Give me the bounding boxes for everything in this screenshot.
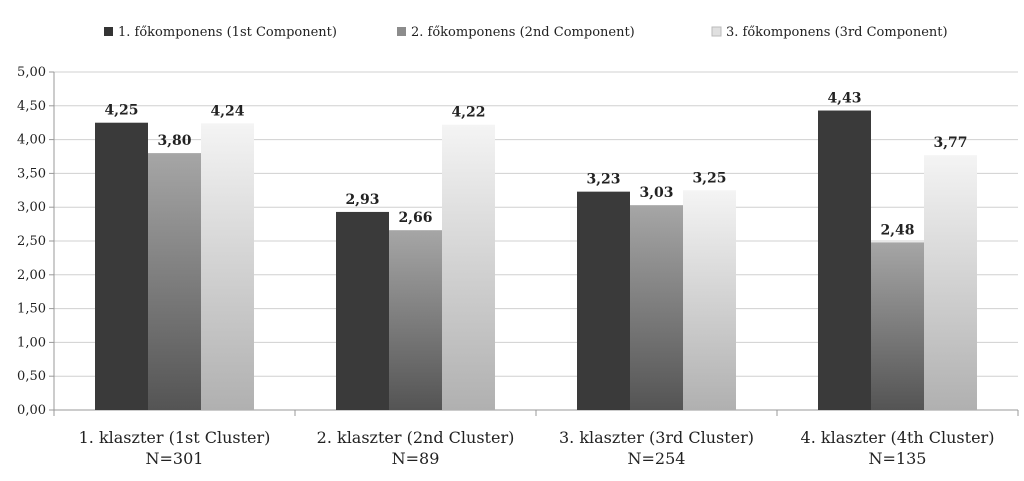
- y-tick-label: 3,50: [17, 166, 46, 181]
- bar: [442, 124, 495, 410]
- legend-entry: 3. főkomponens (3rd Component): [726, 25, 948, 40]
- bar: [389, 230, 442, 410]
- data-label: 4,25: [104, 103, 138, 119]
- x-tick-label: 2. klaszter (2nd Cluster): [317, 428, 515, 447]
- legend-swatch: [397, 27, 406, 36]
- data-label: 3,25: [692, 170, 726, 186]
- x-tick-label: 1. klaszter (1st Cluster): [79, 428, 271, 447]
- x-tick-label: N=89: [392, 449, 440, 468]
- data-label: 2,93: [345, 192, 379, 208]
- bar: [336, 211, 389, 410]
- y-tick-label: 1,50: [17, 302, 46, 317]
- bar: [683, 190, 736, 410]
- data-label: 3,80: [157, 133, 191, 149]
- y-tick-label: 2,50: [17, 234, 46, 249]
- bar: [577, 191, 630, 410]
- legend-entry: 2. főkomponens (2nd Component): [411, 25, 635, 40]
- x-tick-label: N=301: [146, 449, 204, 468]
- bar: [201, 123, 254, 410]
- y-tick-label: 3,00: [17, 200, 46, 215]
- x-tick-label: 4. klaszter (4th Cluster): [801, 428, 995, 447]
- value-labels: 4,25 3,80 4,24 2,93 2,66 4,22 3,23 3,03 3,25 4,43…: [104, 91, 967, 239]
- bar: [630, 205, 683, 410]
- y-tick-label: 4,50: [17, 99, 46, 114]
- data-label: 4,43: [827, 91, 861, 107]
- bar: [95, 122, 148, 410]
- bars: [95, 110, 977, 411]
- x-tick-label: N=135: [869, 449, 927, 468]
- legend-swatch: [711, 26, 722, 37]
- bar: [818, 110, 871, 411]
- data-label: 3,23: [586, 172, 620, 188]
- data-label: 3,77: [933, 135, 967, 151]
- y-tick-label: 0,00: [17, 403, 46, 418]
- x-tick-label: N=254: [628, 449, 686, 468]
- legend-entry: 1. főkomponens (1st Component): [118, 25, 337, 40]
- x-tick-label: 3. klaszter (3rd Cluster): [559, 428, 754, 447]
- legend-swatch: [104, 27, 113, 36]
- data-label: 3,03: [639, 185, 673, 201]
- y-tick-label: 1,00: [17, 335, 46, 350]
- data-label: 4,24: [210, 103, 244, 119]
- y-tick-label: 2,00: [17, 268, 46, 283]
- data-label: 2,66: [398, 210, 432, 226]
- y-tick-label: 5,00: [17, 65, 46, 80]
- bar: [148, 153, 201, 410]
- axes: 0,00 0,50 1,00 1,50 2,00 2,50 3,00 3,50 4,00 4,50…: [17, 65, 1019, 468]
- data-label: 2,48: [880, 222, 914, 238]
- bar: [924, 155, 977, 410]
- y-tick-label: 0,50: [17, 369, 46, 384]
- bar: [871, 242, 924, 410]
- data-label: 4,22: [451, 105, 485, 121]
- legend: 1. főkomponens (1st Component) 2. főkompo…: [104, 25, 948, 40]
- y-tick-label: 4,00: [17, 133, 46, 148]
